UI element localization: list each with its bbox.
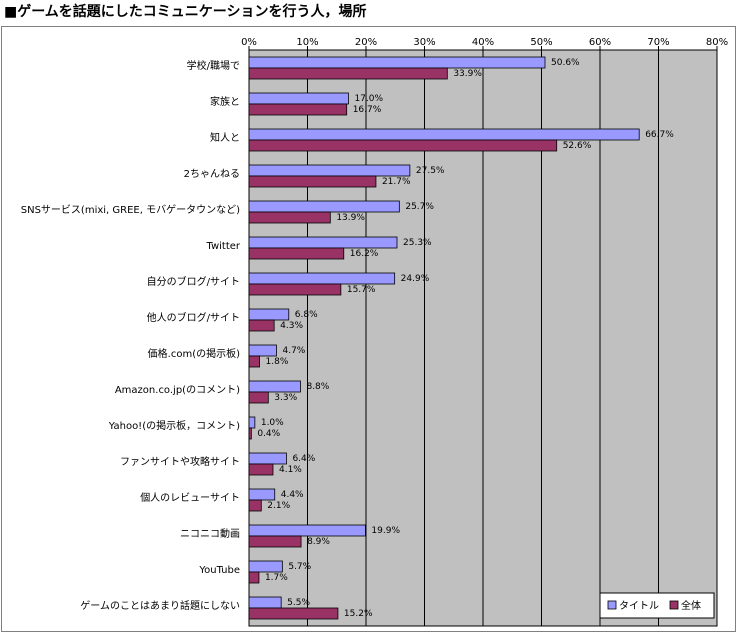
value-label: 24.9% (401, 274, 430, 284)
value-label: 0.4% (257, 429, 280, 439)
legend-swatch (607, 600, 617, 610)
bar (248, 463, 274, 476)
value-label: 19.9% (371, 526, 400, 536)
bar (248, 67, 448, 80)
bar (248, 416, 256, 429)
bar (248, 571, 260, 584)
bar (248, 391, 269, 404)
value-label: 27.5% (416, 166, 445, 176)
y-tick-label: 知人と (210, 131, 240, 144)
value-label: 4.1% (279, 465, 302, 475)
y-tick-label: SNSサービス(mixi, GREE, モバゲータウンなど) (21, 204, 240, 216)
y-tick-label: 家族と (210, 95, 240, 108)
value-label: 6.8% (295, 310, 318, 320)
bar (248, 211, 331, 224)
x-tick-label: 10% (296, 37, 318, 48)
value-label: 2.1% (267, 501, 290, 511)
legend-label: タイトル (619, 600, 659, 612)
y-tick-label: Amazon.co.jp(のコメント) (115, 385, 240, 396)
value-label: 13.9% (336, 213, 365, 223)
bar (248, 499, 262, 512)
value-label: 16.7% (353, 105, 382, 115)
value-label: 25.3% (403, 238, 432, 248)
x-tick-label: 60% (589, 37, 611, 48)
bar (248, 92, 349, 105)
value-label: 1.0% (261, 418, 284, 428)
bar (248, 319, 275, 332)
value-label: 8.8% (306, 382, 329, 392)
y-tick-label: ファンサイトや攻略サイト (120, 455, 240, 468)
value-label: 15.7% (347, 285, 376, 295)
y-tick-label: Yahoo!(の掲示板，コメント) (108, 419, 240, 432)
legend-label: 全体 (681, 599, 701, 612)
bar (248, 308, 290, 321)
bar (248, 247, 345, 260)
value-label: 66.7% (645, 130, 674, 140)
value-label: 21.7% (382, 177, 411, 187)
x-tick-label: 20% (355, 37, 377, 48)
value-label: 4.7% (282, 346, 305, 356)
bar (248, 128, 640, 141)
x-tick-label: 50% (530, 37, 552, 48)
bar (248, 56, 546, 69)
bar (248, 283, 342, 296)
value-label: 50.6% (551, 58, 580, 68)
y-tick-label: 他人のブログ/サイト (147, 311, 240, 324)
value-label: 4.3% (280, 321, 303, 331)
value-label: 1.7% (265, 573, 288, 583)
bar (248, 344, 277, 357)
y-tick-label: 価格.com(の掲示板) (148, 347, 240, 360)
bar (248, 488, 276, 501)
chart-title: ■ゲームを話題にしたコミュニケーションを行う人，場所 (4, 3, 367, 20)
bar (248, 139, 558, 152)
legend (599, 592, 715, 619)
value-label: 4.4% (281, 490, 304, 500)
bar (248, 236, 398, 249)
value-label: 33.9% (453, 69, 482, 79)
y-tick-label: ゲームのことはあまり話題にしない (80, 599, 240, 612)
bar (248, 560, 283, 573)
bar (248, 524, 366, 537)
bar (248, 380, 301, 393)
x-tick-label: 0% (241, 37, 257, 48)
value-label: 5.5% (287, 598, 310, 608)
value-label: 25.7% (405, 202, 434, 212)
value-label: 5.7% (288, 562, 311, 572)
bar (248, 175, 377, 188)
y-tick-label: ニコニコ動画 (180, 527, 240, 540)
bar (248, 427, 252, 440)
bar (248, 596, 282, 609)
bar (248, 272, 396, 285)
value-label: 6.4% (292, 454, 315, 464)
bar (248, 355, 260, 368)
legend-swatch (669, 600, 679, 610)
value-label: 52.6% (563, 141, 592, 151)
value-label: 8.9% (307, 537, 330, 547)
value-label: 17.0% (354, 94, 383, 104)
value-label: 16.2% (350, 249, 379, 259)
y-tick-label: 2ちゃんねる (184, 168, 240, 180)
bar (248, 200, 400, 213)
x-tick-label: 80% (706, 37, 728, 48)
bar (248, 452, 287, 465)
value-label: 1.8% (266, 357, 289, 367)
y-tick-label: 自分のブログ/サイト (147, 275, 240, 288)
x-tick-label: 40% (472, 37, 494, 48)
x-tick-label: 30% (413, 37, 435, 48)
y-tick-label: YouTube (198, 565, 240, 576)
y-tick-label: Twitter (205, 241, 240, 252)
y-tick-label: 個人のレビューサイト (140, 491, 240, 504)
value-label: 3.3% (274, 393, 297, 403)
value-label: 15.2% (344, 609, 373, 619)
y-tick-label: 学校/職場で (187, 59, 240, 72)
bar (248, 607, 339, 620)
x-tick-label: 70% (647, 37, 669, 48)
bar (248, 164, 411, 177)
bar (248, 103, 348, 116)
bar (248, 535, 302, 548)
